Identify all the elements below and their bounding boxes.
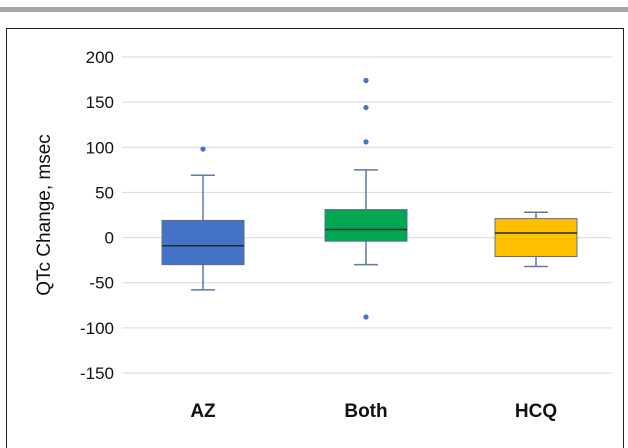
y-tick-labels: 200 150 100 50 0 -50 -100 -150 — [80, 48, 114, 383]
category-label-hcq: HCQ — [515, 401, 557, 422]
y-tick-50: 50 — [95, 183, 114, 202]
outlier-point — [200, 146, 206, 152]
category-label-az: AZ — [190, 401, 216, 422]
box-hcq — [494, 211, 578, 268]
y-tick-100: 100 — [86, 138, 114, 157]
outlier-point — [363, 77, 369, 84]
box-iqr — [494, 218, 578, 258]
outlier-point — [363, 314, 369, 320]
y-tick--100: -100 — [80, 319, 114, 338]
box-az — [161, 146, 245, 291]
box-series — [161, 77, 578, 320]
y-tick--150: -150 — [80, 364, 114, 383]
y-tick-150: 150 — [86, 93, 114, 112]
y-tick--50: -50 — [89, 274, 114, 293]
outlier-point — [363, 104, 369, 111]
y-tick-0: 0 — [105, 229, 114, 248]
y-axis-label: QTc Change, msec — [34, 134, 55, 296]
outlier-point — [363, 139, 369, 145]
box-iqr — [324, 209, 408, 242]
category-label-both: Both — [344, 401, 387, 422]
y-tick-200: 200 — [86, 48, 114, 67]
box-iqr — [161, 219, 245, 266]
category-labels: AZ Both HCQ — [190, 401, 557, 422]
box-plot-chart: 200 150 100 50 0 -50 -100 -150 AZ Both HCQ QTc Ch… — [34, 48, 612, 422]
top-divider-bar — [0, 7, 628, 12]
chart-frame — [6, 28, 624, 448]
box-both — [324, 77, 408, 320]
